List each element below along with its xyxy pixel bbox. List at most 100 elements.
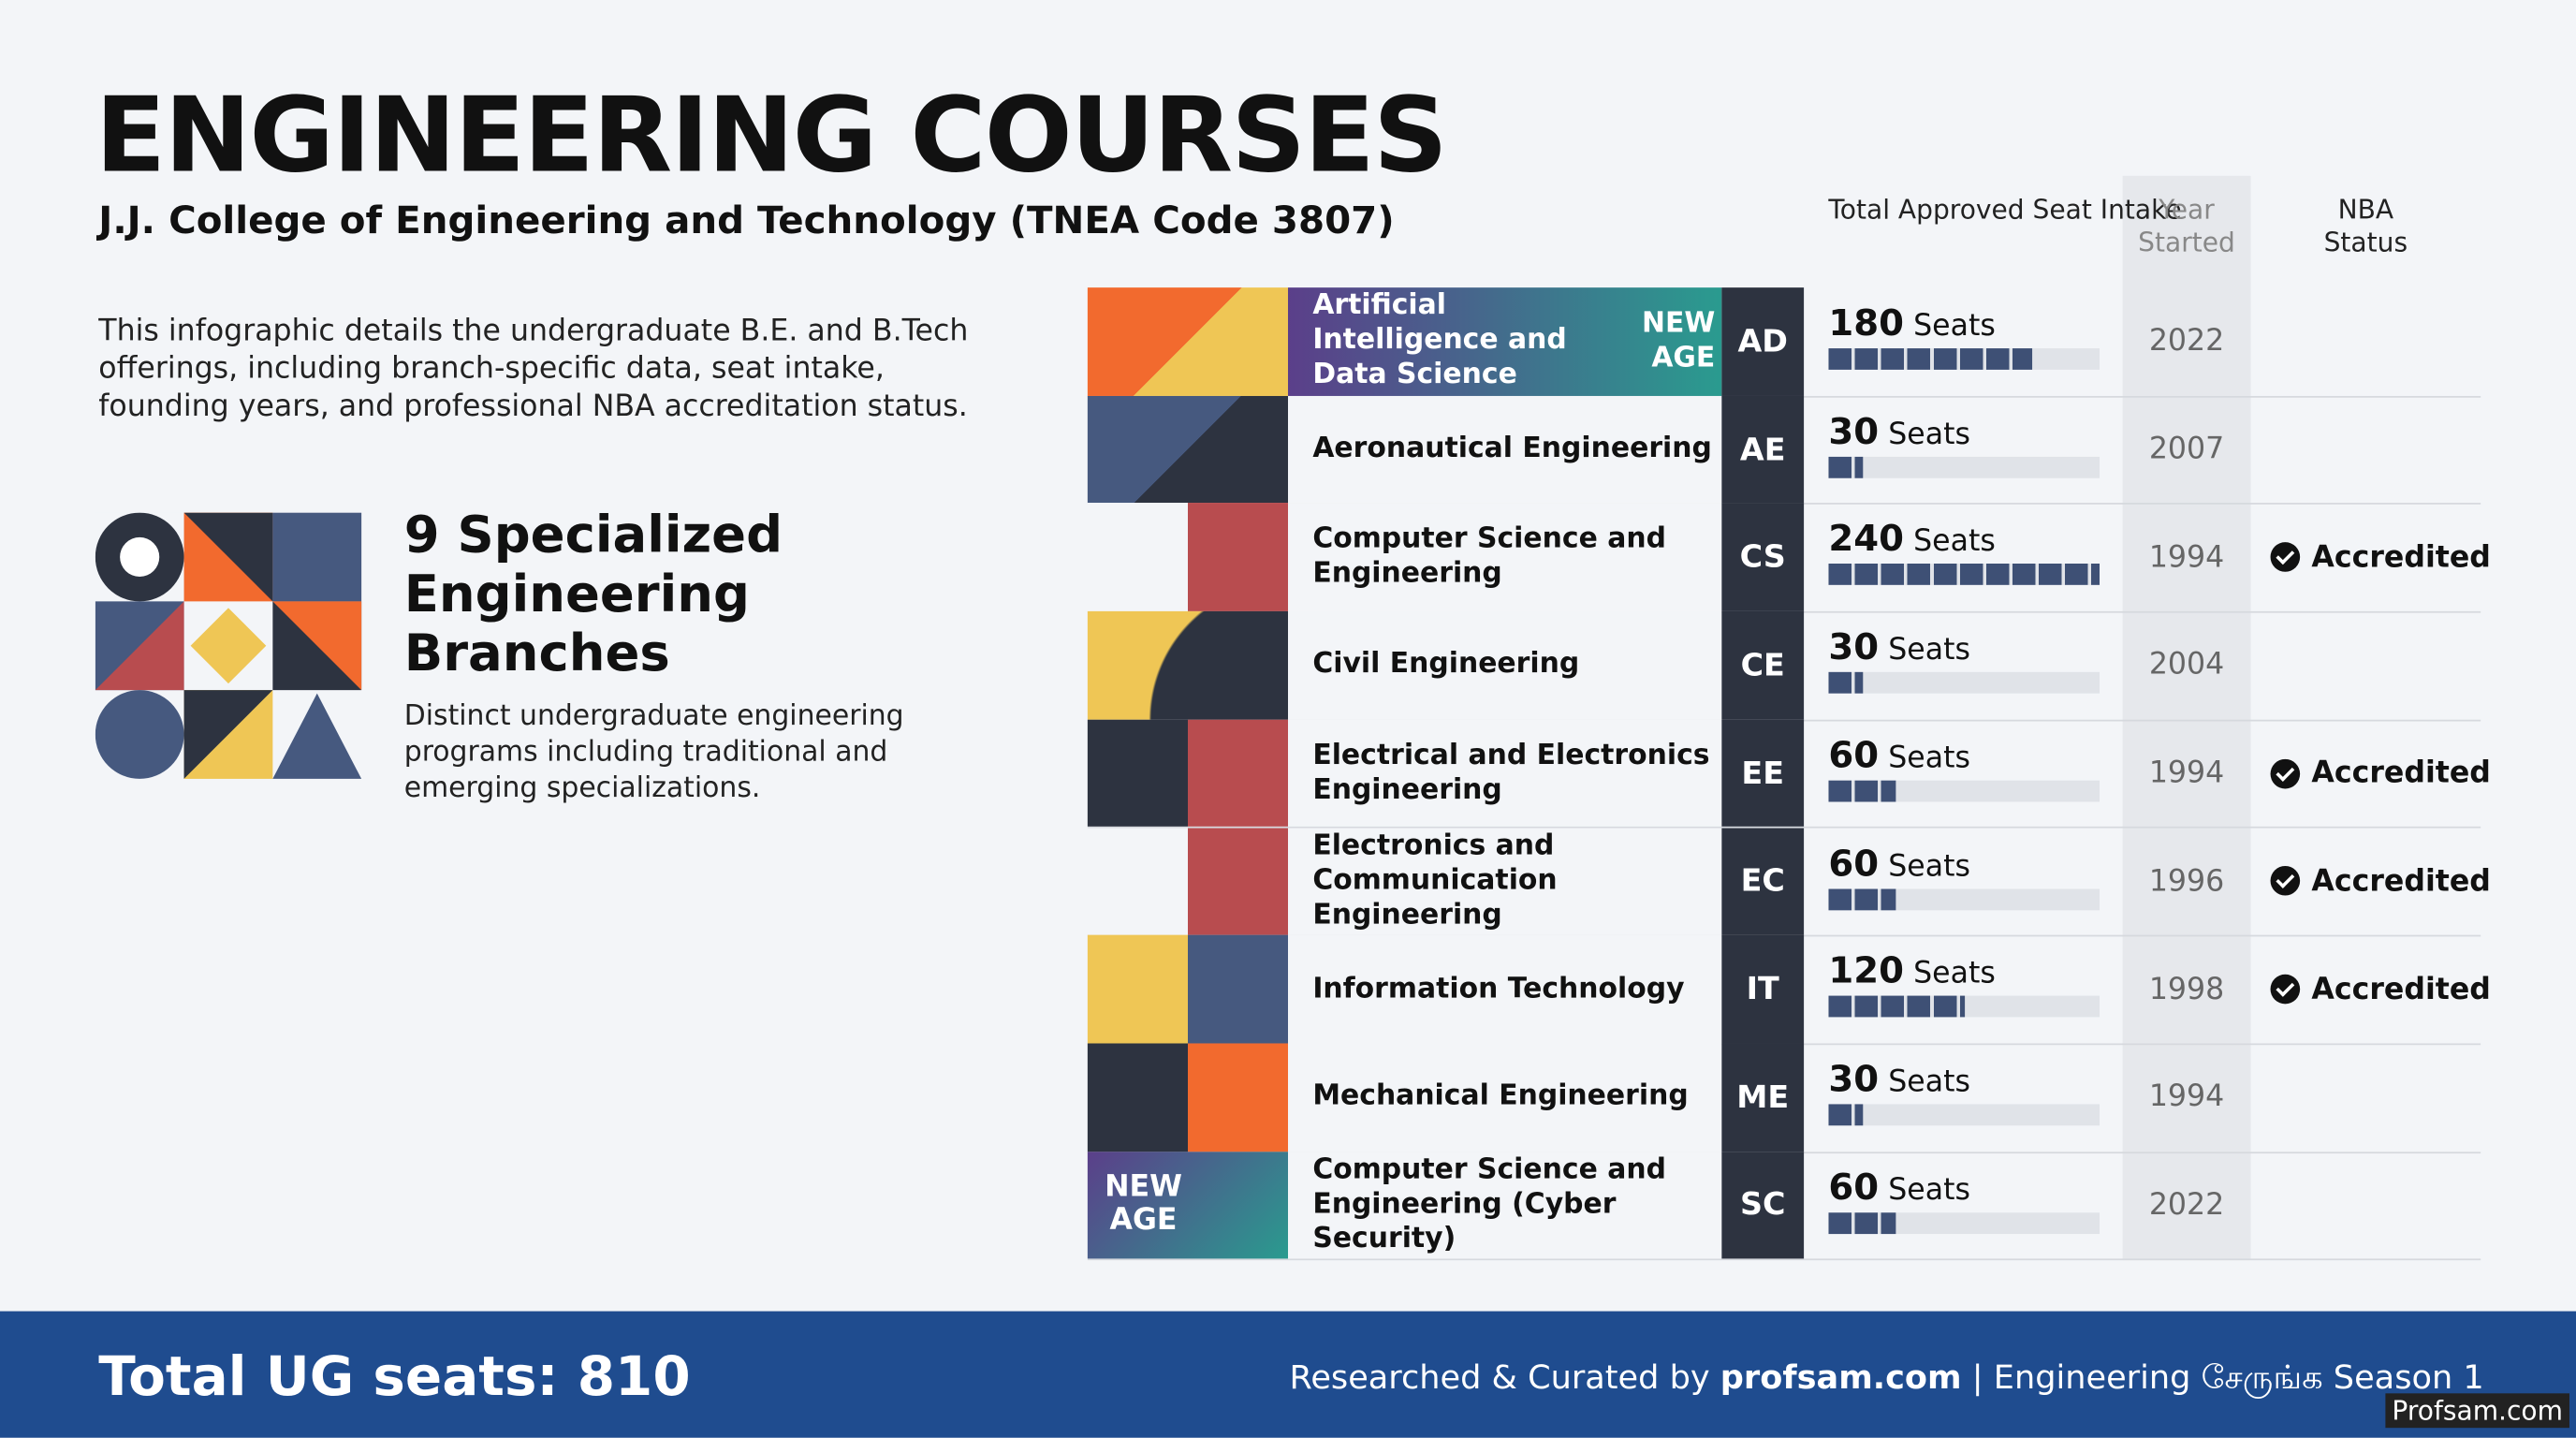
seat-unit: Seats	[1888, 848, 1970, 884]
seat-unit: Seats	[1888, 417, 1970, 452]
summary-heading: 9 Specialized Engineering Branches	[403, 506, 783, 684]
year-started: 2004	[2148, 648, 2225, 683]
nba-text: Accredited	[2311, 863, 2491, 899]
seat-count: 30	[1828, 411, 1880, 453]
column-header: Year Started	[2138, 194, 2235, 258]
nba-text: Accredited	[2311, 972, 2491, 1007]
nba-text: Accredited	[2311, 539, 2491, 575]
row-art	[1087, 827, 1288, 935]
seat-bar	[1828, 456, 1863, 478]
seat-bar	[1828, 1211, 1896, 1234]
check-icon	[2270, 758, 2301, 788]
branches-icon	[95, 512, 362, 779]
new-age-badge: NEW AGE	[1105, 1168, 1182, 1237]
nba-text: Accredited	[2311, 756, 2491, 791]
year-started: 2022	[2148, 324, 2225, 360]
seat-unit: Seats	[1888, 632, 1970, 668]
subtitle: J.J. College of Engineering and Technolo…	[98, 200, 1395, 243]
row-art: NEW AGE	[1087, 1151, 1288, 1259]
seat-intake: 30 Seats	[1828, 1060, 1970, 1101]
branch-name: Civil Engineering	[1287, 611, 1722, 720]
seat-count: 120	[1828, 951, 1905, 993]
seat-unit: Seats	[1913, 308, 1996, 344]
table-row: NEW AGE Computer Science and Engineering …	[1087, 1151, 2481, 1261]
branch-name-text: Electronics and Communication Engineerin…	[1312, 829, 1558, 932]
branch-name-text: Computer Science and Engineering (Cyber …	[1312, 1152, 1666, 1255]
branch-name: Electrical and Electronics Engineering	[1287, 719, 1722, 828]
branch-code: IT	[1721, 934, 1805, 1044]
seat-intake: 180 Seats	[1828, 304, 1995, 345]
row-art	[1087, 719, 1288, 828]
branch-code: EE	[1721, 719, 1805, 828]
seat-track	[1828, 1211, 2100, 1234]
year-started: 2022	[2148, 1187, 2225, 1223]
branch-name-text: Information Technology	[1312, 972, 1685, 1005]
branch-code: ME	[1721, 1043, 1805, 1152]
credit-site[interactable]: profsam.com	[1720, 1357, 1962, 1397]
branch-name: Artificial Intelligence and Data Science…	[1287, 287, 1722, 396]
seat-count: 30	[1828, 1059, 1880, 1101]
check-icon	[2270, 866, 2301, 897]
check-icon	[2270, 974, 2301, 1005]
seat-track	[1828, 995, 2100, 1018]
table-row: Electrical and Electronics Engineering EE…	[1087, 719, 2491, 829]
year-started: 1994	[2148, 756, 2225, 791]
branch-name: Mechanical Engineering	[1287, 1043, 1722, 1152]
seat-track	[1828, 456, 2100, 478]
seat-bar	[1828, 672, 1863, 694]
table-row: Civil Engineering CE 30 Seats 2004	[1087, 611, 2481, 722]
seat-bar	[1828, 995, 1965, 1018]
row-art	[1087, 934, 1288, 1044]
seat-intake: 30 Seats	[1828, 628, 1970, 669]
summary-text: Distinct undergraduate engineering progr…	[403, 699, 904, 805]
seat-track	[1828, 1104, 2100, 1126]
branch-name: Computer Science and Engineering	[1287, 503, 1722, 612]
table-row: Electronics and Communication Engineerin…	[1087, 827, 2491, 937]
branch-code: CE	[1721, 611, 1805, 720]
seat-unit: Seats	[1913, 524, 1996, 560]
branch-name: Electronics and Communication Engineerin…	[1287, 827, 1722, 935]
seat-unit: Seats	[1888, 741, 1970, 776]
seat-unit: Seats	[1913, 956, 1996, 991]
seat-intake: 60 Seats	[1828, 1167, 1970, 1209]
seat-bar	[1828, 780, 1896, 802]
seat-bar	[1828, 888, 1896, 910]
row-art	[1087, 1043, 1288, 1152]
row-art	[1087, 611, 1288, 720]
seat-count: 30	[1828, 627, 1880, 669]
branch-name: Information Technology	[1287, 934, 1722, 1044]
check-icon	[2270, 542, 2301, 573]
branch-name-text: Mechanical Engineering	[1312, 1079, 1689, 1113]
row-art	[1087, 287, 1288, 396]
watermark: Profsam.com	[2385, 1393, 2569, 1429]
seat-count: 60	[1828, 844, 1880, 886]
column-header: Total Approved Seat Intake	[1828, 194, 2182, 226]
nba-status: Accredited	[2270, 828, 2491, 935]
seat-intake: 30 Seats	[1828, 412, 1970, 453]
credit-suffix: Engineering சேருங்க Season 1	[1993, 1357, 2484, 1397]
seat-count: 180	[1828, 303, 1905, 345]
seat-count: 60	[1828, 735, 1880, 777]
table-row: Artificial Intelligence and Data Science…	[1087, 287, 2481, 398]
year-started: 1994	[2148, 1079, 2225, 1115]
seat-track	[1828, 348, 2100, 370]
seat-intake: 60 Seats	[1828, 736, 1970, 777]
seat-intake: 120 Seats	[1828, 952, 1995, 993]
seat-bar	[1828, 1104, 1863, 1126]
seat-count: 240	[1828, 520, 1905, 562]
seat-unit: Seats	[1888, 1172, 1970, 1208]
footer: Total UG seats: 810 Researched & Curated…	[0, 1311, 2576, 1438]
nba-status: Accredited	[2270, 719, 2491, 827]
nba-status: Accredited	[2270, 504, 2491, 611]
seat-track	[1828, 888, 2100, 910]
branch-name-text: Aeronautical Engineering	[1312, 432, 1712, 465]
year-started: 1998	[2148, 972, 2225, 1007]
new-age-badge: NEW AGE	[1642, 306, 1716, 374]
intro: This infographic details the undergradua…	[98, 314, 969, 424]
row-art	[1087, 395, 1288, 504]
branch-name: Computer Science and Engineering (Cyber …	[1287, 1151, 1722, 1259]
seat-bar	[1828, 348, 2032, 370]
year-started: 1996	[2148, 863, 2225, 899]
